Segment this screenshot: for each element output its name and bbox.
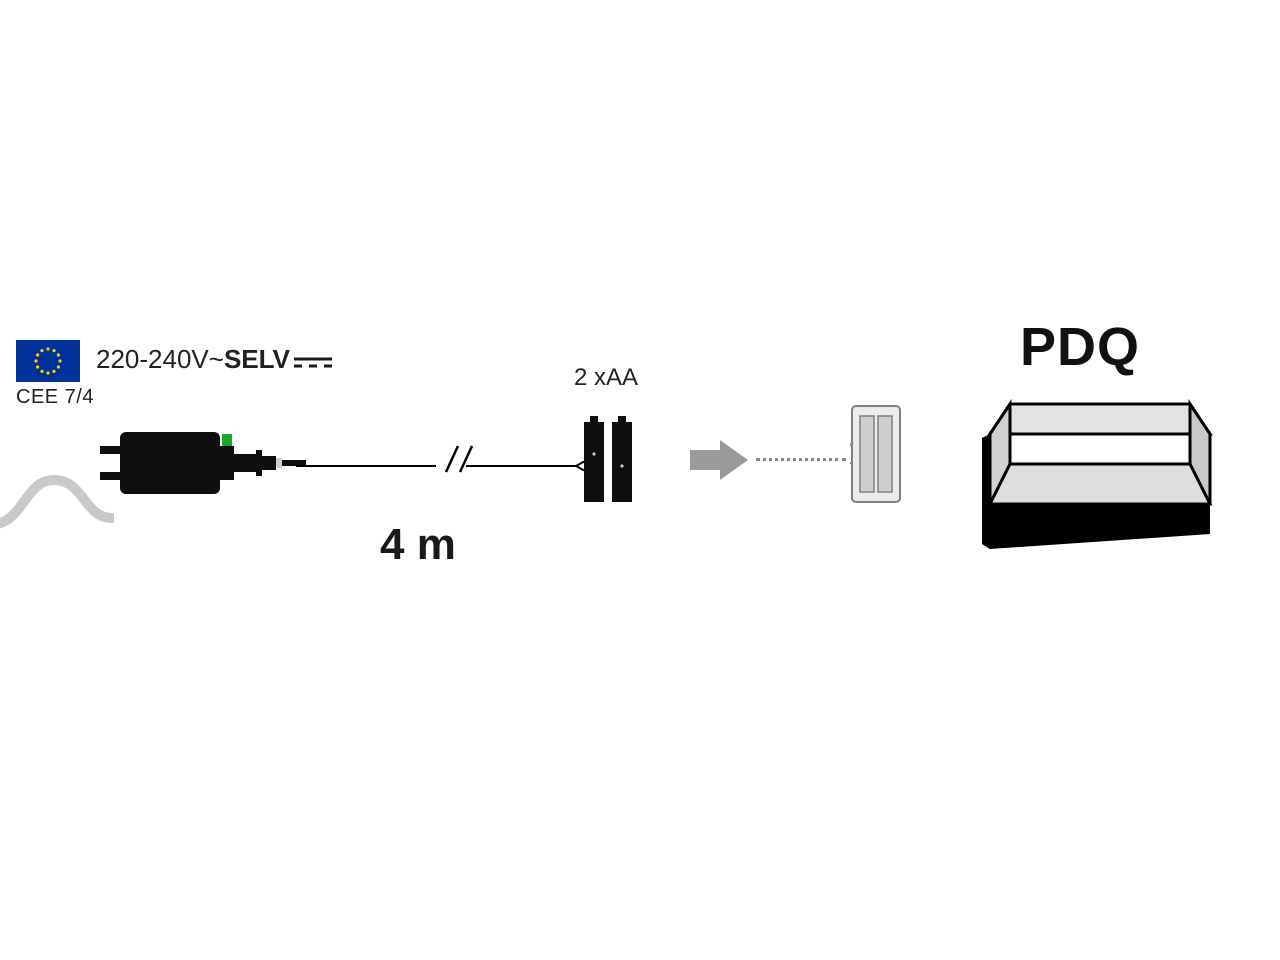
selv-label: SELV [224,344,290,374]
plug-standard-label: CEE 7/4 [16,386,94,409]
power-adapter-icon [100,418,300,508]
voltage-spec: 220-240V~SELV [96,344,332,377]
pdq-label: PDQ [1020,316,1140,378]
batteries-icon [580,414,640,504]
cable-length-label: 4 m [380,520,456,570]
ac-symbol: ~ [209,344,224,374]
voltage-range: 220-240V [96,344,209,374]
battery-count-label: 2 xAA [574,364,638,392]
cable-tail-icon [0,470,114,540]
battery-holder-icon [850,400,902,500]
eu-flag-icon [16,340,80,382]
dotted-cable-icon [756,458,846,463]
product-diagram: CEE 7/4 220-240V~SELV [0,340,1280,620]
arrow-icon [690,440,750,480]
dc-symbol-icon [294,346,332,377]
cable-break-mark [440,440,480,480]
pdq-box-icon [980,394,1220,544]
